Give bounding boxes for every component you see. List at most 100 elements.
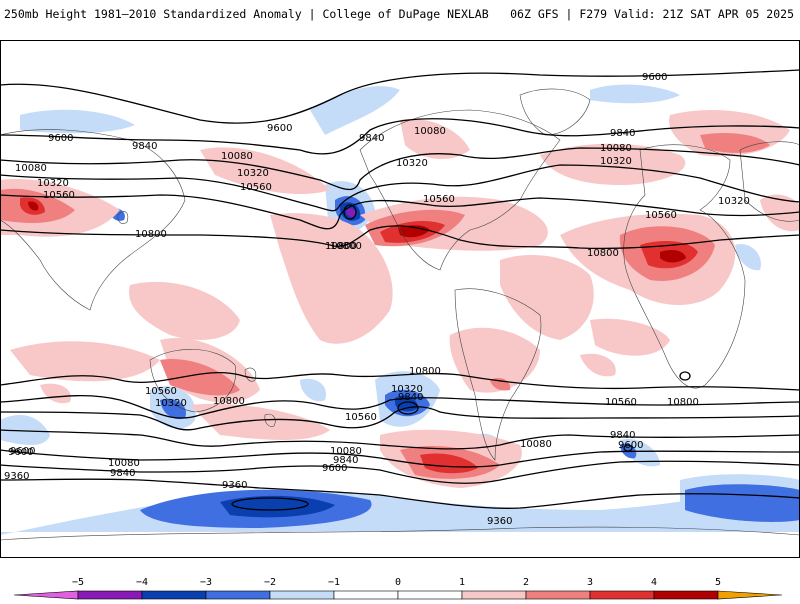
contour-label: 10320	[396, 158, 428, 169]
contour-label: 9600	[618, 440, 643, 451]
contour-label: 10800	[135, 229, 167, 240]
contour-label: 10320	[155, 398, 187, 409]
anomaly-region	[540, 143, 686, 185]
contour-label: 10800	[409, 366, 441, 377]
map-title: 250mb Height 1981–2010 Standardized Anom…	[4, 7, 489, 21]
anomaly-region	[190, 403, 330, 440]
anomaly-region	[10, 341, 160, 382]
colorbar-tick: −5	[72, 577, 84, 588]
colorbar-seg-pos1	[461, 590, 527, 600]
colorbar-seg-neg2	[205, 590, 271, 600]
anomaly-region	[300, 378, 326, 402]
anomaly-region	[700, 133, 770, 153]
colorbar-seg-zero-high	[397, 590, 463, 600]
anomaly-region	[20, 109, 135, 134]
anomaly-region	[0, 415, 50, 445]
coastlines	[0, 88, 800, 541]
contour-label: 10800	[667, 397, 699, 408]
anomaly-region	[220, 495, 335, 518]
colorbar-seg-pos3	[589, 590, 655, 600]
contour-label: 9600	[642, 72, 667, 83]
contour-label: 10080	[221, 151, 253, 162]
contour-label: 9600	[8, 447, 33, 458]
colorbar-seg-zero-low	[333, 590, 399, 600]
contour-label: 9360	[487, 516, 512, 527]
contour-label: 9600	[267, 123, 292, 134]
contour-label: 10800	[325, 241, 357, 252]
anomaly-region	[590, 84, 680, 104]
anomaly-region	[500, 255, 594, 340]
colorbar-seg-pos2	[525, 590, 591, 600]
colorbar-tick: 2	[523, 577, 529, 588]
anomaly-map: 9600 9600 9600 9840 9840 10080 10080 103…	[0, 40, 800, 558]
contour-label: 10320	[37, 178, 69, 189]
contour-label: 10080	[15, 163, 47, 174]
colorbar-tick: −4	[136, 577, 148, 588]
colorbar-seg-pos5	[717, 590, 783, 600]
contour-label: 10560	[645, 210, 677, 221]
anomaly-region	[346, 208, 357, 218]
colorbar-svg: −5 −4 −3 −2 −1 0 1 2 3 4 5	[13, 577, 783, 600]
colorbar-seg-pos4	[653, 590, 719, 600]
contour-label: 9360	[222, 480, 247, 491]
contour-label: 9600	[48, 133, 73, 144]
contour-label: 10560	[240, 182, 272, 193]
anomaly-region	[420, 453, 478, 474]
anomaly-region	[760, 194, 800, 232]
contour-label: 10320	[718, 196, 750, 207]
contour-label: 9840	[398, 392, 423, 403]
contour-label: 10560	[605, 397, 637, 408]
colorbar-tick: −1	[328, 577, 340, 588]
colorbar-tick: 4	[651, 577, 657, 588]
anomaly-region	[160, 398, 186, 420]
contour-label: 9360	[4, 471, 29, 482]
anomaly-region	[590, 318, 670, 356]
colorbar-seg-neg4	[77, 590, 143, 600]
contour-label: 10080	[520, 439, 552, 450]
colorbar: −5 −4 −3 −2 −1 0 1 2 3 4 5	[0, 570, 800, 600]
colorbar-tick: 5	[715, 577, 721, 588]
contour-label: 9840	[610, 128, 635, 139]
colorbar-seg-neg1	[269, 590, 335, 600]
contour-label: 10560	[345, 412, 377, 423]
contour-label: 10320	[237, 168, 269, 179]
anomaly-shading	[0, 84, 800, 535]
contour-labels: 9600 9600 9600 9840 9840 10080 10080 103…	[4, 72, 750, 527]
contour-label: 9840	[610, 430, 635, 441]
anomaly-region	[40, 383, 71, 404]
colorbar-tick: 3	[587, 577, 593, 588]
colorbar-seg-neg5	[13, 590, 79, 600]
contour-label: 10560	[43, 190, 75, 201]
anomaly-region	[735, 244, 761, 271]
contour-label: 10320	[600, 156, 632, 167]
anomaly-region	[660, 250, 686, 263]
contour-label: 9840	[359, 133, 384, 144]
anomaly-region	[200, 375, 221, 389]
contour-label: 10800	[213, 396, 245, 407]
contour-label: 10080	[108, 458, 140, 469]
contour-label: 10560	[423, 194, 455, 205]
model-run-info: 06Z GFS | F279 Valid: 21Z SAT APR 05 202…	[510, 7, 794, 21]
anomaly-region	[400, 119, 470, 160]
title-bar: 250mb Height 1981–2010 Standardized Anom…	[0, 0, 800, 28]
anomaly-region	[28, 201, 39, 211]
colorbar-tick: 0	[395, 577, 401, 588]
contour-label: 10560	[145, 386, 177, 397]
anomaly-region	[200, 147, 330, 195]
colorbar-tick: −2	[264, 577, 276, 588]
contour-label: 10080	[414, 126, 446, 137]
contour-label: 10800	[330, 241, 362, 252]
contour-label: 9840	[132, 141, 157, 152]
height-contours	[0, 69, 800, 511]
contour-label: 10080	[330, 446, 362, 457]
contour-label: 10320	[391, 384, 423, 395]
contour-label: 10800	[587, 248, 619, 259]
contour-label: 9600	[10, 446, 35, 457]
colorbar-tick: −3	[200, 577, 212, 588]
map-svg: 9600 9600 9600 9840 9840 10080 10080 103…	[0, 40, 800, 558]
colorbar-tick: 1	[459, 577, 465, 588]
contour-label: 9840	[110, 468, 135, 479]
contour-label: 9600	[322, 463, 347, 474]
colorbar-seg-neg3	[141, 590, 207, 600]
anomaly-region	[129, 281, 240, 340]
